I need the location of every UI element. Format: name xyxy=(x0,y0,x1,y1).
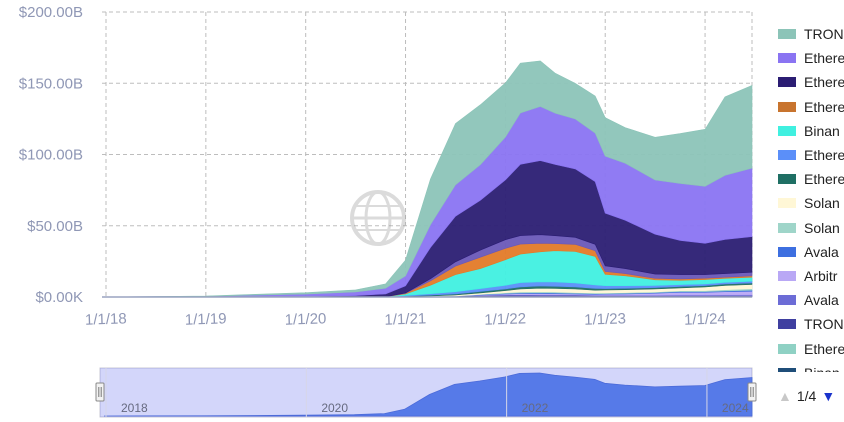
legend-swatch xyxy=(778,101,796,112)
legend-item[interactable]: Avala xyxy=(778,288,844,312)
y-tick-label: $200.00B xyxy=(19,4,83,21)
y-tick-label: $50.00B xyxy=(27,218,83,235)
legend-item[interactable]: Ethere xyxy=(778,46,844,70)
legend-swatch xyxy=(778,295,796,306)
y-tick-label: $0.00K xyxy=(35,289,83,306)
legend-label: Ethere xyxy=(804,50,844,67)
legend-swatch xyxy=(778,270,796,281)
navigator-year-label: 2024 xyxy=(722,401,749,415)
legend-item[interactable]: TRON xyxy=(778,312,844,336)
legend-item[interactable]: TRON xyxy=(778,22,844,46)
legend-label: Ethere xyxy=(804,171,844,188)
legend-swatch xyxy=(778,367,796,372)
x-tick-label: 1/1/18 xyxy=(85,310,127,328)
legend-page-up-icon[interactable]: ▲ xyxy=(778,388,792,404)
legend-item[interactable]: Solan xyxy=(778,216,844,240)
legend-label: Avala xyxy=(804,292,839,309)
legend-label: Ethere xyxy=(804,340,844,357)
y-tick-label: $100.00B xyxy=(19,147,83,164)
legend-swatch xyxy=(778,150,796,161)
range-navigator[interactable]: 2018 2020 2022 2024 xyxy=(95,367,757,418)
legend-label: Avala xyxy=(804,243,839,260)
x-tick-label: 1/1/21 xyxy=(384,310,426,328)
legend: TRON Ethere Ethere Ethere Binan Ethere Ethere S… xyxy=(778,22,844,372)
x-tick-label: 1/1/20 xyxy=(284,310,326,328)
legend-label: TRON xyxy=(804,26,844,43)
x-axis-tick-labels: 1/1/18 1/1/19 1/1/20 1/1/21 1/1/22 1/1/23 1/1/… xyxy=(85,310,726,328)
legend-item[interactable]: Binan xyxy=(778,119,844,143)
legend-item[interactable]: Arbitr xyxy=(778,264,844,288)
series-area-tron[interactable] xyxy=(105,60,753,298)
axes xyxy=(102,190,752,298)
navigator-selection[interactable] xyxy=(100,368,752,417)
legend-page-down-icon[interactable]: ▼ xyxy=(821,388,836,404)
legend-item[interactable]: Binan xyxy=(778,361,844,372)
legend-swatch xyxy=(778,343,796,354)
legend-item[interactable]: Ethere xyxy=(778,336,844,360)
x-tick-label: 1/1/19 xyxy=(185,310,227,328)
legend-label: Solan xyxy=(804,195,840,212)
legend-item[interactable]: Ethere xyxy=(778,167,844,191)
legend-item[interactable]: Solan xyxy=(778,191,844,215)
legend-swatch xyxy=(778,174,796,185)
stacked-areas[interactable] xyxy=(105,60,753,298)
navigator-year-label: 2018 xyxy=(121,401,148,415)
navigator-year-label: 2022 xyxy=(522,401,549,415)
y-axis-tick-labels: $0.00K $50.00B $100.00B $150.00B $200.00B xyxy=(19,4,83,306)
legend-item[interactable]: Ethere xyxy=(778,70,844,94)
navigator-right-handle[interactable] xyxy=(747,382,757,402)
legend-item[interactable]: Ethere xyxy=(778,95,844,119)
x-tick-label: 1/1/24 xyxy=(684,310,726,328)
rwa-watermark-icon xyxy=(350,190,406,246)
legend-label: Arbitr xyxy=(804,267,838,284)
legend-label: Ethere xyxy=(804,74,844,91)
legend-label: Ethere xyxy=(804,98,844,115)
legend-label: Binan xyxy=(804,122,840,139)
x-tick-label: 1/1/22 xyxy=(484,310,526,328)
legend-swatch xyxy=(778,29,796,40)
legend-item[interactable]: Avala xyxy=(778,240,844,264)
legend-swatch xyxy=(778,77,796,88)
legend-swatch xyxy=(778,53,796,64)
legend-swatch xyxy=(778,246,796,257)
y-tick-label: $150.00B xyxy=(19,75,83,92)
legend-label: TRON xyxy=(804,316,844,333)
legend-item[interactable]: Ethere xyxy=(778,143,844,167)
legend-swatch xyxy=(778,198,796,209)
legend-label: Binan xyxy=(804,365,840,372)
navigator-year-label: 2020 xyxy=(321,401,348,415)
legend-swatch xyxy=(778,222,796,233)
x-tick-label: 1/1/23 xyxy=(584,310,626,328)
legend-swatch xyxy=(778,125,796,136)
legend-label: Solan xyxy=(804,219,840,236)
legend-swatch xyxy=(778,319,796,330)
legend-pager: ▲ 1/4 ▼ xyxy=(778,388,835,404)
navigator-left-handle[interactable] xyxy=(95,382,105,402)
navigator-mini-area xyxy=(103,372,753,417)
legend-label: Ethere xyxy=(804,147,844,164)
legend-page-indicator: 1/4 xyxy=(796,388,817,404)
